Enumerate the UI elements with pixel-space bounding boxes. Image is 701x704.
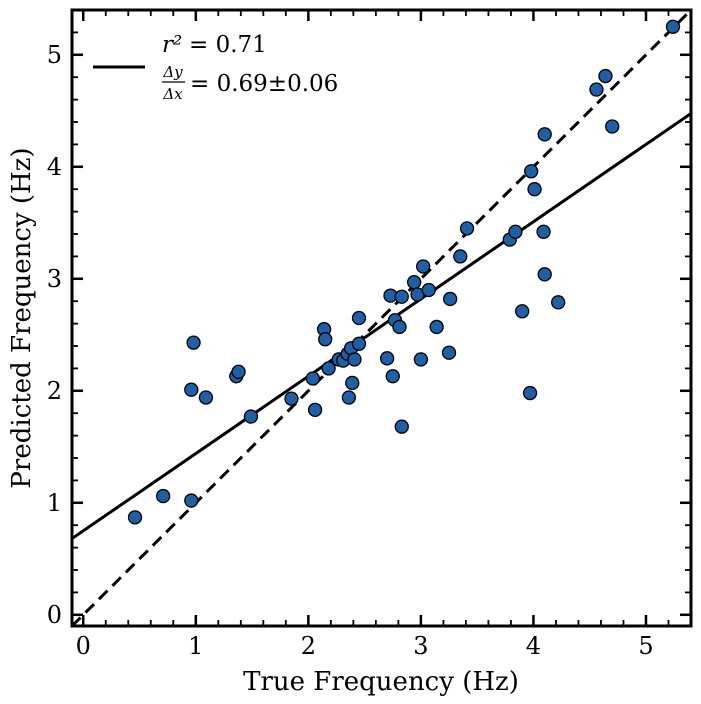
- data-point-22: [351, 336, 367, 351]
- legend-slope-value: = 0.69±0.06: [190, 71, 338, 97]
- data-point-31: [406, 275, 422, 290]
- data-point-35: [421, 282, 436, 298]
- legend-r2-label: r²: [162, 32, 182, 58]
- data-point-26: [385, 369, 400, 384]
- data-point-28: [392, 319, 407, 335]
- x-tick-label-0: 0: [76, 632, 91, 660]
- data-point-36: [429, 319, 444, 335]
- data-point-46: [527, 182, 542, 197]
- data-point-21: [347, 352, 362, 367]
- x-tick-label-3: 3: [413, 632, 428, 660]
- data-point-47: [536, 224, 551, 239]
- data-point-7: [231, 364, 246, 379]
- fit-line: [72, 112, 691, 540]
- data-point-24: [379, 351, 395, 366]
- y-tick-label-4: 4: [47, 153, 62, 181]
- legend: r² = 0.71 Δy Δx = 0.69±0.06: [93, 32, 338, 103]
- x-tick-label-5: 5: [638, 632, 653, 660]
- data-point-9: [284, 391, 299, 406]
- data-point-39: [453, 249, 468, 264]
- data-point-23: [351, 310, 367, 326]
- data-point-45: [524, 164, 539, 179]
- data-point-18: [341, 390, 357, 405]
- data-point-20: [345, 375, 360, 391]
- tick-labels: 0 1 2 3 4 5 0 1 2 3 4 5: [47, 41, 654, 660]
- data-point-1: [156, 488, 171, 504]
- data-point-34: [415, 259, 431, 274]
- y-tick-label-5: 5: [47, 41, 62, 69]
- data-point-54: [665, 19, 681, 34]
- data-point-30: [394, 419, 409, 434]
- data-point-53: [605, 119, 620, 134]
- data-point-48: [537, 127, 552, 142]
- data-point-13: [318, 332, 333, 347]
- data-point-49: [537, 267, 552, 282]
- legend-r2-value: = 0.71: [189, 32, 267, 58]
- legend-slope-numerator: Δy: [162, 63, 183, 81]
- data-point-4: [186, 335, 201, 350]
- data-point-2: [184, 493, 199, 508]
- data-point-52: [598, 68, 613, 84]
- x-axis-label: True Frequency (Hz): [243, 667, 519, 697]
- legend-slope-denominator: Δx: [162, 85, 183, 103]
- data-point-43: [515, 304, 530, 319]
- data-point-51: [589, 82, 604, 97]
- y-tick-label-1: 1: [47, 489, 62, 517]
- y-axis-label: Predicted Frequency (Hz): [7, 147, 37, 488]
- data-point-5: [198, 390, 214, 405]
- plot-frame: [70, 8, 693, 628]
- data-point-29: [394, 289, 409, 304]
- y-tick-label-3: 3: [47, 265, 62, 293]
- data-point-33: [413, 352, 429, 367]
- data-point-3: [184, 382, 199, 397]
- data-point-0: [127, 510, 143, 525]
- data-point-10: [305, 371, 320, 386]
- data-point-40: [459, 221, 475, 236]
- points-layer: [127, 19, 681, 525]
- data-point-44: [522, 385, 538, 401]
- data-point-37: [441, 345, 457, 360]
- x-tick-label-4: 4: [526, 632, 541, 660]
- data-point-42: [508, 224, 523, 239]
- identity-line: [72, 10, 691, 626]
- lines-layer: [72, 10, 691, 626]
- y-tick-label-2: 2: [47, 377, 62, 405]
- y-tick-label-0: 0: [47, 601, 62, 629]
- data-point-50: [551, 295, 566, 310]
- data-point-11: [307, 402, 323, 417]
- x-tick-label-1: 1: [188, 632, 203, 660]
- data-point-38: [443, 291, 458, 307]
- data-point-14: [321, 361, 336, 376]
- data-point-8: [243, 409, 259, 424]
- x-tick-label-2: 2: [301, 632, 316, 660]
